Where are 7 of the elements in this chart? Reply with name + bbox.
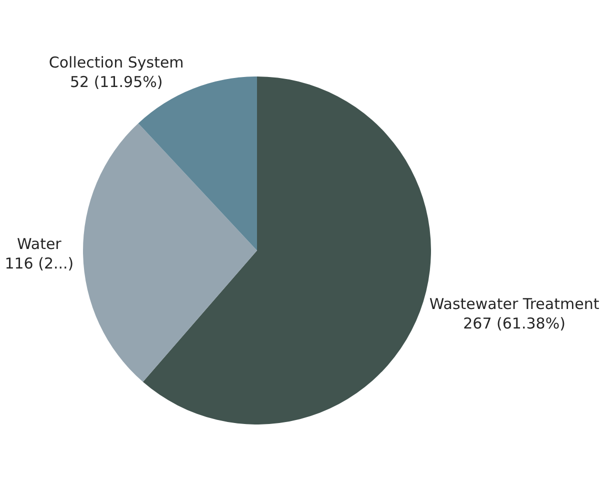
slice-label: Collection System [48,54,184,72]
slice-label: Wastewater Treatment [429,294,600,313]
data-label: 52 (11.95%) [70,73,163,92]
pie-slice [83,123,257,382]
data-label: 267 (61.38%) [463,314,566,332]
slice-label: Water [17,234,62,253]
data-label: 116 (2...) [4,254,74,272]
